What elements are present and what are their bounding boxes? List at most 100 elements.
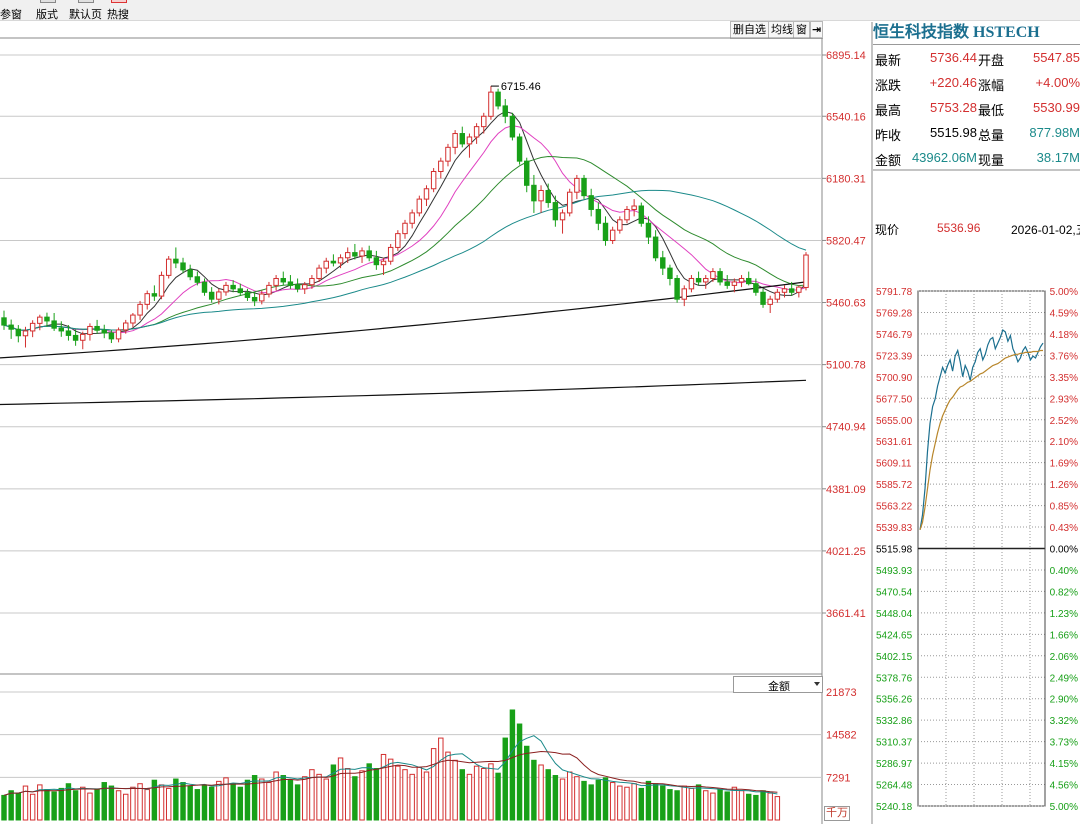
- candle-body: [1, 317, 7, 326]
- intraday-pct-label: 3.73%: [1050, 738, 1078, 749]
- tb-window-button[interactable]: 参窗: [0, 0, 22, 21]
- volume-bar: [674, 790, 680, 821]
- volume-bar: [409, 773, 415, 821]
- intraday-price-label: 5515.98: [876, 545, 913, 556]
- candle-body: [65, 330, 72, 336]
- volume-indicator-select[interactable]: 金额: [733, 676, 823, 693]
- volume-bar: [552, 775, 559, 821]
- quote-value: 5515.98: [930, 125, 977, 140]
- candle-body: [552, 202, 559, 221]
- intraday-price-label: 5470.54: [876, 587, 913, 598]
- intraday-price-label: 5585.72: [876, 480, 913, 491]
- intraday-price-label: 5631.61: [876, 437, 913, 448]
- volume-bar: [144, 789, 150, 821]
- volume-ma10-line: [3, 750, 778, 796]
- collapse-arrow-icon[interactable]: ⇥: [810, 21, 823, 39]
- candle-body: [266, 284, 272, 295]
- tb-default-page-button[interactable]: 默认页: [69, 0, 102, 21]
- volume-bar: [416, 766, 423, 821]
- candle-body: [273, 277, 279, 286]
- candle-body: [230, 284, 236, 290]
- quote-label: 涨跌: [875, 78, 902, 93]
- volume-bar: [266, 782, 272, 821]
- volume-bar: [302, 776, 308, 821]
- candle-body: [101, 329, 107, 334]
- tb-layout-button[interactable]: 版式: [36, 0, 58, 21]
- volume-bar: [652, 783, 659, 821]
- candle-body: [8, 324, 14, 330]
- volume-bar: [509, 709, 516, 821]
- candle-body: [566, 191, 573, 214]
- quote-label: 总量: [978, 128, 1005, 143]
- volume-bar: [738, 790, 745, 821]
- volume-bar: [337, 757, 344, 821]
- candle-body: [130, 314, 136, 324]
- quote-value: +4.00%: [1035, 75, 1080, 90]
- tb-hot-search-button[interactable]: 热搜: [107, 0, 129, 21]
- intraday-pct-label: 4.59%: [1050, 308, 1078, 319]
- current-price-value: 5536.96: [937, 221, 981, 235]
- candle-body: [645, 222, 652, 238]
- candle-body: [58, 327, 65, 332]
- volume-bar: [559, 778, 566, 821]
- candle-body: [323, 260, 329, 269]
- kline-axis-label: 6895.14: [826, 50, 866, 62]
- candle-body: [44, 316, 50, 322]
- kline-axis-label: 4381.09: [826, 484, 866, 496]
- volume-bar: [130, 786, 136, 821]
- ma-line: [3, 155, 807, 331]
- volume-bar: [731, 786, 738, 821]
- volume-bar: [516, 723, 523, 821]
- moving-average-button[interactable]: 均线: [768, 21, 796, 39]
- candle-body: [416, 198, 423, 214]
- tb-window-label: 参窗: [0, 9, 22, 21]
- candle-body: [302, 284, 308, 290]
- intraday-pct-label: 0.00%: [1050, 545, 1078, 556]
- candle-body: [695, 277, 702, 283]
- max-annotation: 6715.46: [501, 81, 541, 93]
- intraday-price-label: 5378.76: [876, 673, 913, 684]
- volume-bar: [29, 793, 36, 821]
- volume-bar: [80, 786, 86, 821]
- window-button[interactable]: 窗: [793, 21, 810, 39]
- candle-body: [767, 298, 773, 305]
- candle-body: [216, 291, 222, 300]
- index-title: 恒生科技指数 HSTECH: [873, 22, 1080, 45]
- volume-bar: [710, 792, 716, 821]
- candle-body: [753, 283, 759, 293]
- volume-bar: [524, 745, 530, 821]
- candle-body: [137, 303, 143, 316]
- chevron-down-icon: [814, 682, 820, 686]
- volume-bar: [724, 791, 730, 821]
- intraday-pct-label: 0.82%: [1050, 587, 1078, 598]
- volume-bar: [767, 792, 773, 821]
- tb-layout-label: 版式: [36, 9, 58, 21]
- candle-body: [430, 170, 437, 190]
- kline-grid: [0, 37, 823, 824]
- candle-body: [87, 325, 93, 335]
- remove-favorite-button[interactable]: 删自选: [730, 21, 769, 39]
- candle-body: [208, 291, 215, 300]
- volume-bar: [108, 785, 115, 821]
- candle-body: [509, 115, 516, 138]
- window-label: 窗: [796, 24, 807, 36]
- candle-body: [445, 146, 451, 162]
- candle-body: [380, 260, 387, 266]
- candle-body: [158, 274, 165, 297]
- intraday-price-label: 5723.39: [876, 351, 913, 362]
- candle-body: [244, 292, 251, 298]
- volume-bar: [681, 785, 687, 821]
- volume-bar: [15, 792, 22, 821]
- volume-grid: [0, 691, 822, 778]
- volume-bar: [645, 780, 652, 821]
- candle-body: [187, 269, 193, 278]
- volume-bar: [566, 771, 573, 821]
- volume-bar: [1, 794, 7, 821]
- candle-body: [438, 160, 444, 172]
- volume-bar: [430, 748, 437, 821]
- candle-body: [37, 316, 43, 324]
- volume-bar: [294, 784, 301, 821]
- volume-bar: [538, 764, 544, 821]
- candle-body: [796, 286, 802, 293]
- candle-body: [94, 325, 100, 331]
